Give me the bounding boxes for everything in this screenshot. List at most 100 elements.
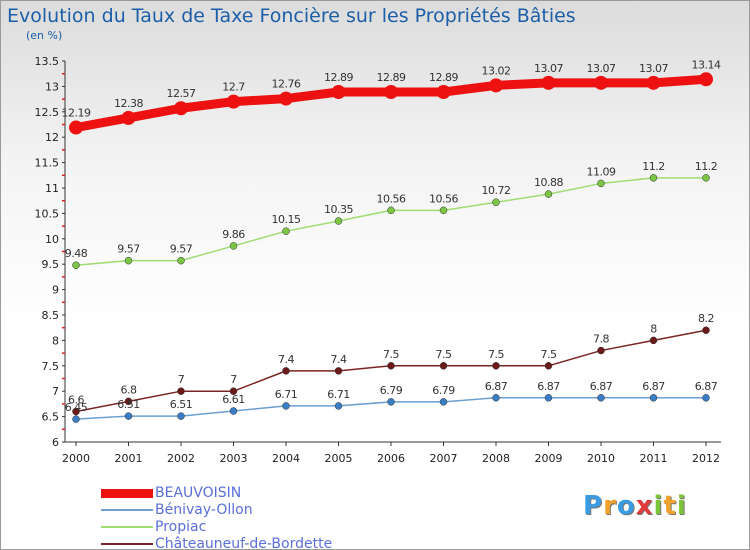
y-tick-label: 7.5 [42, 360, 60, 373]
data-label: 7.4 [331, 353, 347, 366]
x-tick-label: 2008 [482, 452, 510, 465]
data-label: 12.89 [377, 71, 406, 84]
data-label: 7.5 [541, 348, 557, 361]
y-tick-label: 9.5 [42, 258, 60, 271]
x-tick-label: 2003 [220, 452, 248, 465]
x-tick-label: 2004 [272, 452, 300, 465]
data-point [544, 394, 553, 402]
legend-label: Châteauneuf-de-Bordette [155, 536, 333, 550]
data-label: 7.5 [383, 348, 399, 361]
chart-title: Evolution du Taux de Taxe Foncière sur l… [7, 5, 576, 27]
data-label: 12.76 [272, 78, 301, 91]
data-label: 9.86 [222, 228, 245, 241]
legend-swatch [101, 526, 153, 528]
data-label: 9.48 [65, 247, 88, 260]
data-label: 13.07 [587, 62, 616, 75]
x-tick-label: 2005 [325, 452, 353, 465]
data-label: 10.35 [324, 203, 353, 216]
data-point [649, 394, 658, 402]
y-tick-label: 11 [45, 182, 59, 195]
data-point [282, 227, 290, 235]
data-label: 6.79 [380, 384, 403, 397]
data-label: 9.57 [170, 243, 193, 256]
data-point [229, 407, 238, 415]
x-tick-label: 2002 [167, 452, 195, 465]
data-label: 12.89 [324, 71, 353, 84]
data-point [229, 387, 238, 395]
legend-label: Propiac [155, 519, 207, 535]
y-tick-label: 13 [45, 80, 59, 93]
data-point [72, 261, 80, 269]
data-point [492, 394, 500, 402]
data-point [282, 367, 290, 375]
data-point [649, 336, 658, 345]
logo-letter: i [653, 491, 664, 521]
x-tick-label: 2010 [587, 452, 615, 465]
data-label: 11.09 [587, 165, 616, 178]
data-label: 12.89 [429, 71, 458, 84]
y-tick-label: 10 [45, 233, 59, 246]
data-label: 7.5 [436, 348, 452, 361]
legend-swatch [101, 509, 153, 511]
data-point [226, 94, 241, 109]
data-point [174, 101, 188, 116]
data-point [646, 75, 661, 90]
legend-label: BEAUVOISIN [155, 485, 242, 501]
x-tick-label: 2000 [62, 452, 90, 465]
unit-label: (en %) [26, 29, 63, 42]
data-label: 10.15 [272, 213, 301, 226]
x-tick-label: 2001 [115, 452, 143, 465]
data-point [541, 75, 556, 90]
data-label: 9.57 [117, 243, 140, 256]
data-label: 6.6 [68, 394, 84, 407]
data-point [72, 407, 80, 416]
data-label: 7 [230, 373, 237, 386]
data-point [384, 84, 398, 99]
data-point [702, 394, 710, 402]
logo-letter: i [676, 491, 687, 521]
proxiti-logo: Proxiti [583, 491, 687, 521]
data-point [72, 415, 80, 423]
data-label: 11.2 [642, 160, 665, 173]
data-point [121, 110, 136, 125]
data-label: 6.71 [275, 388, 298, 401]
data-label: 6.51 [170, 398, 193, 411]
y-tick-label: 6.5 [42, 411, 60, 424]
data-label: 7.5 [488, 348, 504, 361]
data-point [177, 387, 185, 395]
y-tick-label: 8.5 [42, 309, 60, 322]
data-label: 12.19 [62, 107, 91, 120]
data-label: 6.79 [432, 384, 455, 397]
data-point [387, 206, 395, 215]
y-tick-label: 7 [52, 385, 59, 398]
x-tick-label: 2012 [692, 452, 720, 465]
logo-letter: t [663, 491, 677, 521]
data-label: 6.87 [642, 380, 665, 393]
logo-letter: P [583, 491, 604, 521]
y-tick-label: 8 [52, 334, 59, 347]
data-point [544, 362, 553, 370]
logo-letter: o [616, 491, 636, 521]
data-label: 6.45 [65, 401, 88, 414]
data-label: 13.14 [692, 58, 721, 71]
y-tick-label: 10.5 [35, 207, 60, 220]
data-label: 12.7 [222, 81, 245, 94]
data-label: 10.88 [534, 176, 563, 189]
data-point [649, 174, 658, 182]
data-label: 6.51 [117, 398, 140, 411]
y-tick-label: 11.5 [35, 157, 60, 170]
data-point [594, 75, 608, 90]
data-point [439, 362, 448, 370]
data-point [439, 206, 448, 215]
data-point [282, 402, 290, 410]
data-point [489, 78, 503, 93]
data-point [69, 120, 83, 135]
data-label: 6.87 [537, 380, 560, 393]
data-label: 7 [178, 373, 185, 386]
y-tick-label: 12.5 [35, 106, 60, 119]
data-point [124, 397, 133, 406]
x-tick-label: 2009 [535, 452, 563, 465]
data-point [334, 402, 343, 410]
x-tick-label: 2006 [377, 452, 405, 465]
